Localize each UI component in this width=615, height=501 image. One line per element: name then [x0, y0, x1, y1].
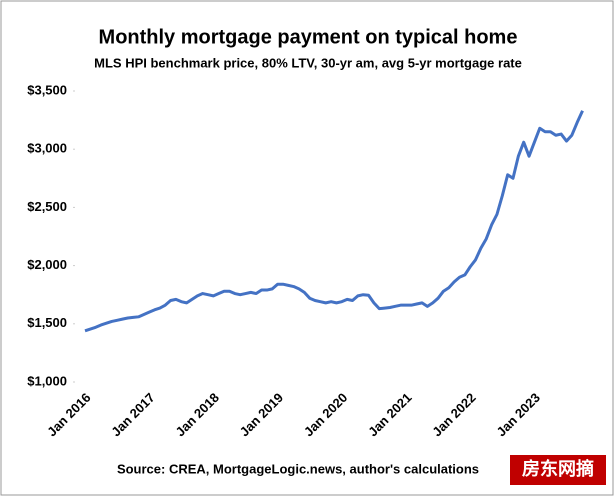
chart-title: Monthly mortgage payment on typical home [99, 26, 518, 48]
source-note: Source: CREA, MortgageLogic.news, author… [117, 461, 479, 476]
y-tick-label: $2,000 [27, 257, 67, 272]
y-tick-label: $2,500 [27, 199, 67, 214]
y-tick-label: $3,000 [27, 141, 67, 156]
line-series [84, 110, 584, 333]
y-tick-label: $1,500 [27, 315, 67, 330]
chart-subtitle: MLS HPI benchmark price, 80% LTV, 30-yr … [94, 55, 522, 70]
watermark-box [510, 455, 606, 485]
y-tick-label: $1,000 [27, 373, 67, 388]
watermark: 房东网摘 [522, 458, 594, 479]
y-tick-label: $3,500 [27, 82, 67, 97]
